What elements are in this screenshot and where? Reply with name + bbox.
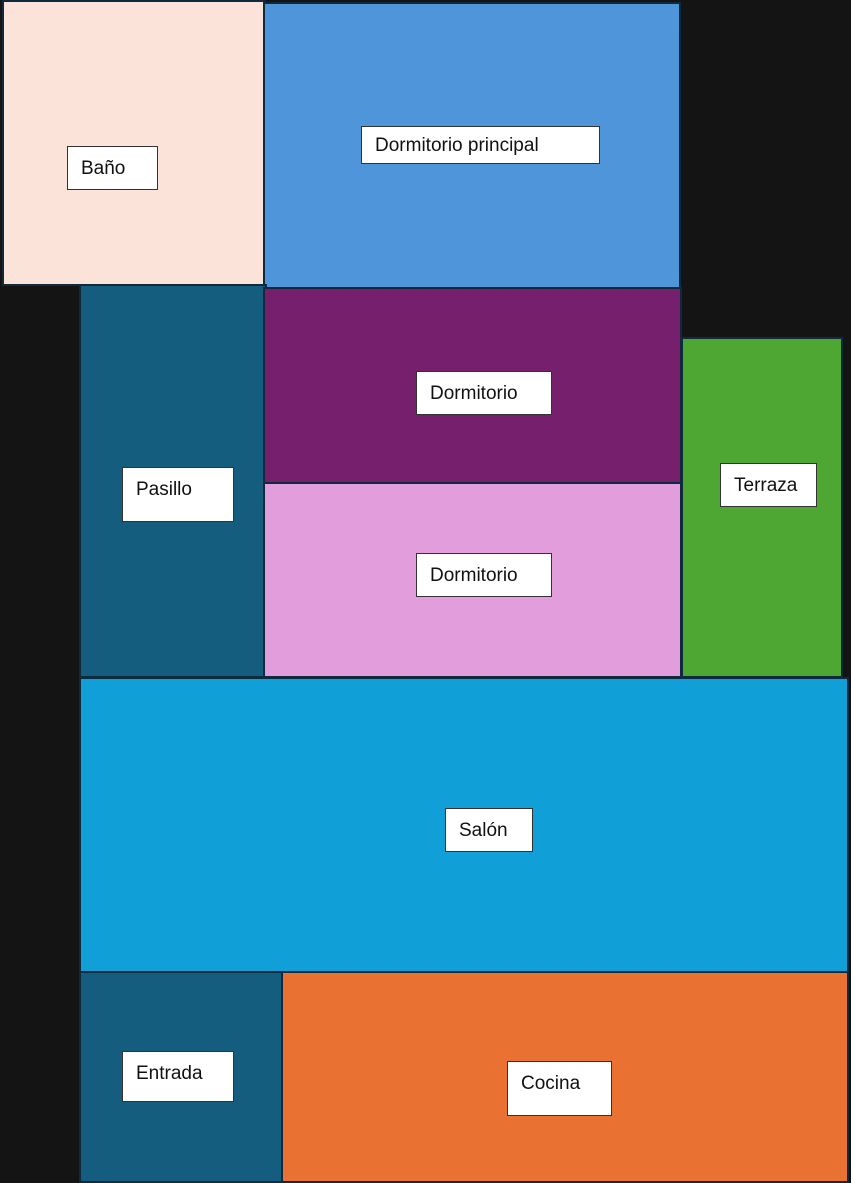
label-bano: Baño — [67, 146, 158, 190]
label-dormitorio-principal: Dormitorio principal — [361, 126, 600, 164]
room-bano — [2, 0, 266, 286]
label-dormitorio-2: Dormitorio — [416, 553, 552, 597]
label-pasillo: Pasillo — [122, 467, 234, 522]
room-terraza — [681, 337, 843, 678]
label-salon: Salón — [445, 808, 533, 852]
label-cocina: Cocina — [507, 1061, 612, 1116]
label-terraza: Terraza — [720, 463, 817, 507]
label-dormitorio-1: Dormitorio — [416, 371, 552, 415]
label-entrada: Entrada — [122, 1051, 234, 1102]
